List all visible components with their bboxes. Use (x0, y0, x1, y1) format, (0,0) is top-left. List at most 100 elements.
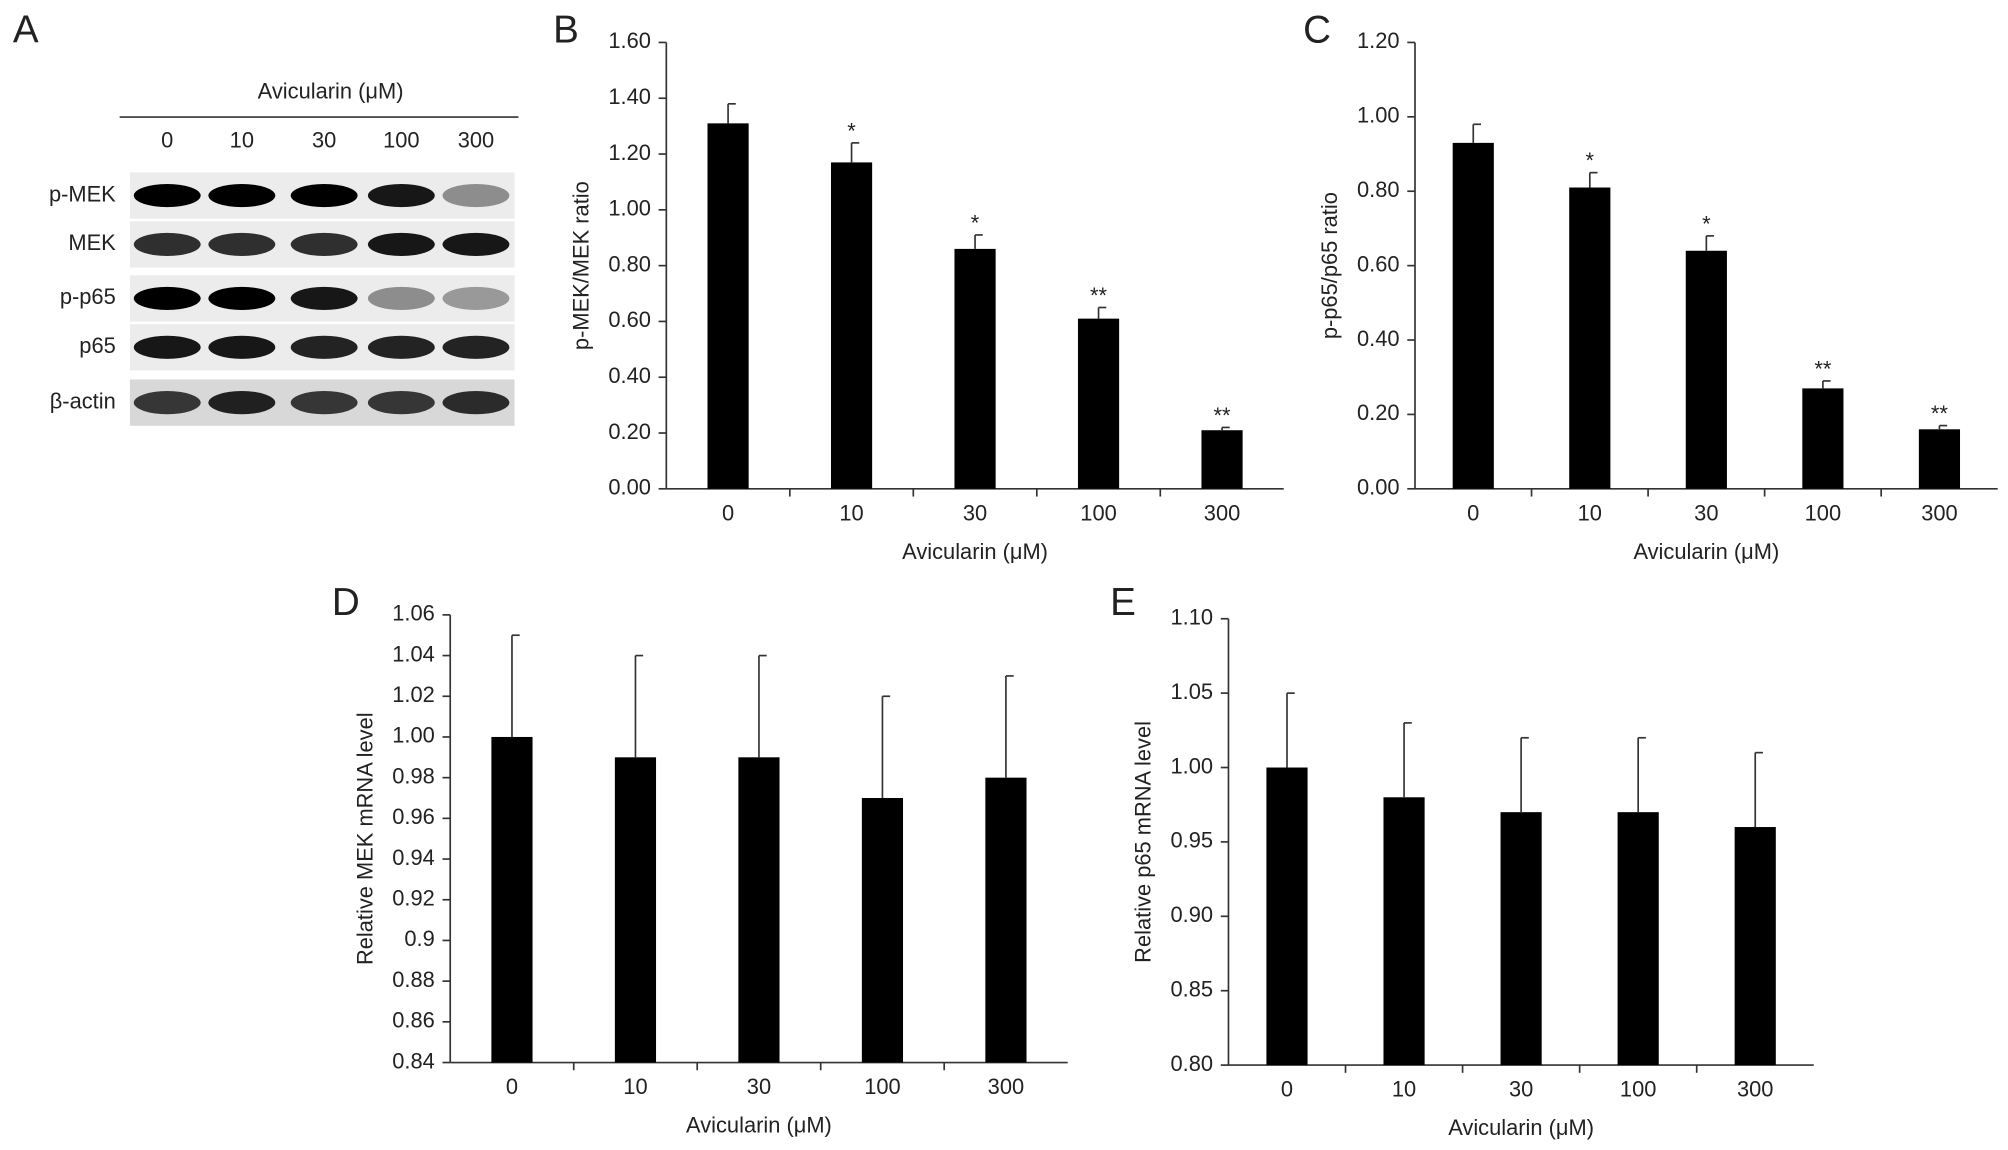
blot-band (290, 286, 358, 311)
x-tick-label: 0 (506, 1074, 518, 1099)
blot-band (208, 391, 276, 415)
x-tick-label: 10 (1578, 500, 1602, 525)
bar (1452, 142, 1494, 489)
lane-label: 30 (312, 127, 336, 152)
y-tick-label: 0.92 (392, 886, 435, 911)
bar (1685, 250, 1727, 489)
x-tick-label: 100 (1080, 500, 1116, 525)
y-axis-label: p-p65/p65 ratio (1317, 192, 1342, 339)
y-tick-label: 1.00 (1170, 753, 1213, 778)
y-tick-label: 0.40 (1357, 326, 1400, 351)
bar (1734, 827, 1776, 1066)
y-tick-label: 0.80 (1357, 177, 1400, 202)
blot-band (442, 391, 510, 415)
y-tick-label: 1.00 (392, 723, 435, 748)
blot-band (290, 391, 358, 415)
panel-letter: D (332, 581, 360, 624)
lane-label: 0 (161, 127, 173, 152)
y-tick-label: 1.05 (1170, 679, 1213, 704)
row-label: β-actin (50, 388, 116, 413)
x-tick-label: 300 (1737, 1077, 1773, 1102)
bar (614, 757, 657, 1063)
x-tick-label: 10 (839, 500, 863, 525)
y-tick-label: 1.06 (392, 601, 435, 626)
y-tick-label: 0.85 (1170, 976, 1213, 1001)
significance-mark: * (847, 118, 856, 143)
y-tick-label: 0.60 (608, 307, 651, 332)
blot-band (208, 183, 276, 208)
y-tick-label: 1.04 (392, 641, 435, 666)
bar (985, 777, 1027, 1063)
blot-band (442, 232, 510, 256)
blot-band (133, 183, 201, 208)
row-label: p65 (79, 333, 115, 358)
y-tick-label: 0.40 (608, 363, 651, 388)
y-tick-label: 0.20 (608, 419, 651, 444)
y-tick-label: 0.60 (1357, 251, 1400, 276)
x-axis-label: Avicularin (μM) (1448, 1115, 1594, 1140)
x-tick-label: 30 (963, 500, 987, 525)
blot-band (290, 335, 358, 359)
y-tick-label: 1.60 (608, 28, 651, 53)
x-axis-label: Avicularin (μM) (686, 1113, 832, 1138)
bar (1201, 430, 1243, 489)
blot-header: Avicularin (μM) (258, 78, 404, 103)
lane-label: 300 (458, 127, 494, 152)
blot-band (290, 232, 358, 256)
blot-band (367, 391, 435, 415)
x-tick-label: 0 (722, 500, 734, 525)
blot-band (367, 286, 435, 311)
significance-mark: ** (1214, 403, 1232, 428)
y-tick-label: 0.80 (1170, 1051, 1213, 1076)
y-tick-label: 1.02 (392, 682, 435, 707)
blot-band (442, 183, 510, 208)
y-tick-label: 0.88 (392, 967, 435, 992)
row-label: p-p65 (60, 284, 116, 309)
x-tick-label: 300 (1921, 500, 1957, 525)
y-tick-label: 1.20 (1357, 28, 1400, 53)
y-tick-label: 0.86 (392, 1008, 435, 1033)
y-tick-label: 1.00 (1357, 103, 1400, 128)
bar (861, 798, 904, 1063)
row-label: MEK (68, 230, 116, 255)
bar (1383, 797, 1425, 1066)
bar (738, 757, 780, 1063)
blot-band (290, 183, 358, 208)
x-tick-label: 100 (1620, 1077, 1656, 1102)
bar (1266, 767, 1308, 1066)
y-tick-label: 0.80 (608, 251, 651, 276)
significance-mark: ** (1931, 401, 1949, 426)
x-tick-label: 10 (623, 1074, 647, 1099)
y-tick-label: 1.10 (1170, 605, 1213, 630)
panel-letter: E (1110, 581, 1136, 624)
y-axis-label: Relative p65 mRNA level (1131, 721, 1156, 963)
x-axis-label: Avicularin (μM) (1633, 539, 1779, 564)
y-tick-label: 0.9 (404, 926, 434, 951)
x-tick-label: 300 (988, 1074, 1024, 1099)
panel-letter: C (1303, 8, 1331, 51)
lane-label: 10 (230, 127, 254, 152)
blot-band (133, 335, 201, 359)
blot-band (133, 286, 201, 311)
y-tick-label: 1.20 (608, 140, 651, 165)
y-tick-label: 0.94 (392, 845, 435, 870)
bar (1802, 388, 1844, 489)
blot-band (208, 286, 276, 311)
blot-band (133, 232, 201, 256)
row-label: p-MEK (49, 181, 116, 206)
x-tick-label: 30 (747, 1074, 771, 1099)
y-tick-label: 0.20 (1357, 400, 1400, 425)
x-tick-label: 0 (1281, 1077, 1293, 1102)
lane-label: 100 (383, 127, 419, 152)
blot-band (367, 335, 435, 359)
y-tick-label: 1.40 (608, 84, 651, 109)
y-tick-label: 0.96 (392, 804, 435, 829)
blot-band (367, 232, 435, 256)
significance-mark: * (1702, 211, 1711, 236)
bar (707, 123, 749, 489)
y-axis-label: p-MEK/MEK ratio (569, 181, 594, 350)
significance-mark: * (1586, 148, 1595, 173)
y-tick-label: 0.00 (1357, 475, 1400, 500)
blot-band (208, 335, 276, 359)
